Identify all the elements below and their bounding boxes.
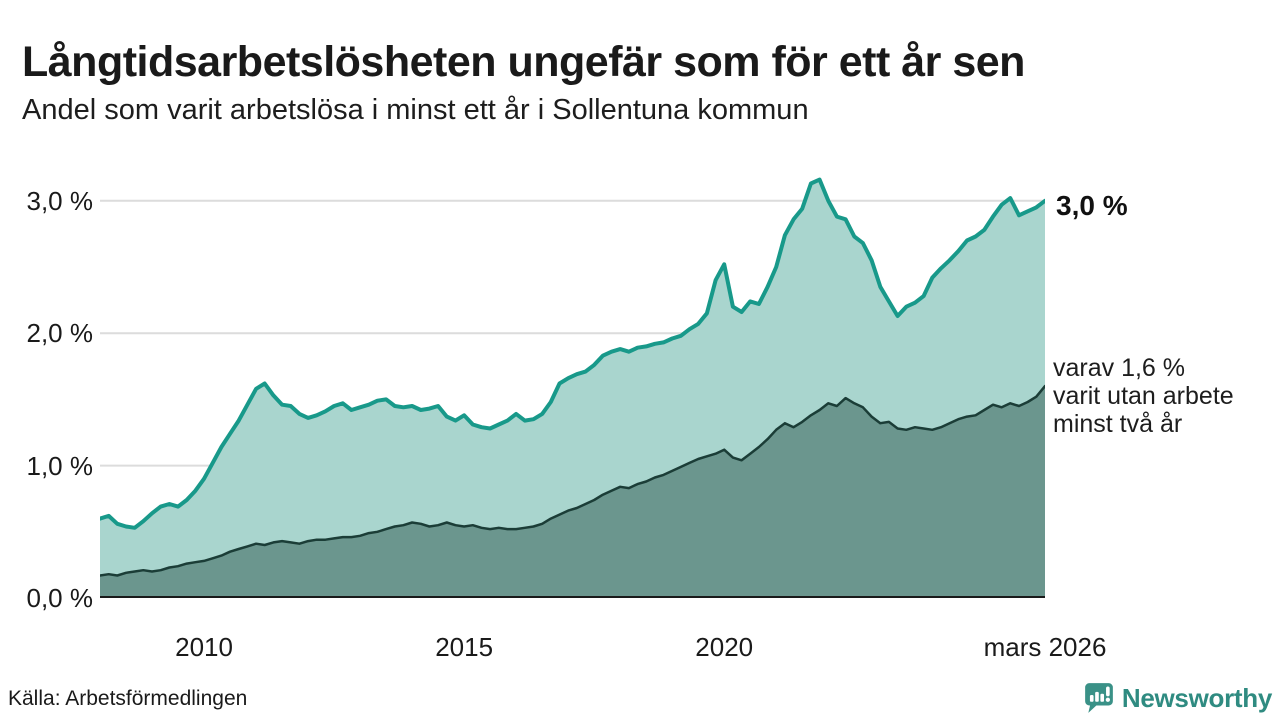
y-tick-label: 0,0 %	[26, 583, 94, 613]
subseries-annotation-line: minst två år	[1053, 410, 1183, 438]
subseries-annotation: varav 1,6 % varit utan arbete minst två …	[1053, 354, 1234, 438]
x-tick-label: mars 2026	[983, 632, 1107, 662]
area-chart	[100, 177, 1045, 598]
y-tick-label: 1,0 %	[26, 450, 94, 481]
y-tick-label: 3,0 %	[26, 185, 94, 216]
newsworthy-logo: Newsworthy	[1083, 682, 1272, 714]
series-line-1	[100, 384, 1045, 577]
x-tick-label: 2010	[175, 632, 233, 662]
y-tick-label: 2,0 %	[26, 318, 94, 349]
subseries-annotation-line: varav 1,6 %	[1053, 354, 1186, 382]
series-line-0	[100, 177, 1045, 530]
x-tick-label: 2015	[435, 632, 494, 662]
latest-value-label: 3,0 %	[1056, 190, 1128, 221]
newsworthy-speech-bubble-chart-icon	[1084, 683, 1113, 713]
source-note: Källa: Arbetsförmedlingen	[8, 687, 248, 710]
chart-subtitle: Andel som varit arbetslösa i minst ett å…	[22, 94, 809, 126]
newsworthy-wordmark: Newsworthy	[1121, 682, 1272, 713]
x-tick-label: 2020	[695, 632, 754, 662]
subseries-annotation-line: varit utan arbete	[1053, 382, 1234, 410]
series-area-1	[100, 386, 1045, 598]
page-title: Långtidsarbetslösheten ungefär som för e…	[22, 37, 1025, 86]
